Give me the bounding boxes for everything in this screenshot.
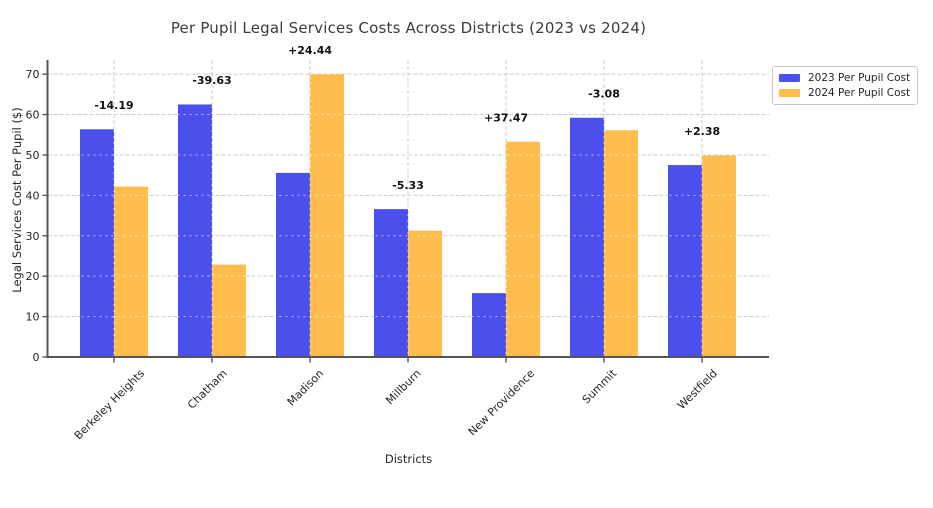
legend-swatch-2023-icon [779,74,800,82]
legend-swatch-2024-icon [779,89,800,97]
bar-diff-annotation: +37.47 [484,112,528,125]
x-tick-label: Westfield [675,367,720,412]
bar-2023-millburn [374,209,408,357]
bar-diff-annotation: +24.44 [288,44,332,57]
bar-2024-berkeley-heights [114,186,148,357]
x-tick-label: Millburn [383,367,423,407]
x-tick-label: Berkeley Heights [72,367,148,443]
legend: 2023 Per Pupil Cost 2024 Per Pupil Cost [772,66,918,105]
y-tick-label: 70 [26,68,40,81]
y-tick-label: 50 [26,149,40,162]
y-tick-label: 10 [26,311,40,324]
bar-2024-summit [604,130,638,357]
bar-diff-annotation: +2.38 [684,125,720,138]
bar-diff-annotation: -39.63 [192,74,231,87]
y-tick-label: 20 [26,270,40,283]
bar-2023-summit [570,117,604,357]
y-tick-label: 60 [26,109,40,122]
x-axis-label: Districts [384,452,433,466]
bar-2024-madison [310,74,344,358]
x-tick-label: Madison [285,367,327,409]
bar-2024-chatham [212,264,246,357]
legend-label-2023: 2023 Per Pupil Cost [808,72,911,84]
legend-entry-2024: 2024 Per Pupil Cost [779,87,910,99]
x-tick-label: New Providence [466,367,538,439]
bar-2023-madison [276,172,310,357]
bar-diff-annotation: -5.33 [392,179,424,192]
bar-2023-new-providence [472,293,506,357]
x-tick-label: Chatham [185,367,230,412]
bar-2023-chatham [178,104,212,358]
y-tick-label: 0 [33,351,40,364]
bar-2024-new-providence [506,141,540,357]
x-tick-label: Summit [580,366,620,406]
legend-entry-2023: 2023 Per Pupil Cost [779,72,910,84]
legend-label-2024: 2024 Per Pupil Cost [808,87,911,99]
bar-2023-berkeley-heights [80,129,114,357]
chart-title: Per Pupil Legal Services Costs Across Di… [170,19,647,37]
bar-2023-westfield [668,165,702,357]
y-tick-label: 30 [26,230,40,243]
bar-2024-westfield [702,155,736,357]
bar-2024-millburn [408,230,442,357]
bar-diff-annotation: -3.08 [588,88,620,101]
bar-diff-annotation: -14.19 [94,99,133,112]
y-tick-label: 40 [26,189,40,202]
y-axis-label: Legal Services Cost Per Pupil ($) [10,107,24,293]
